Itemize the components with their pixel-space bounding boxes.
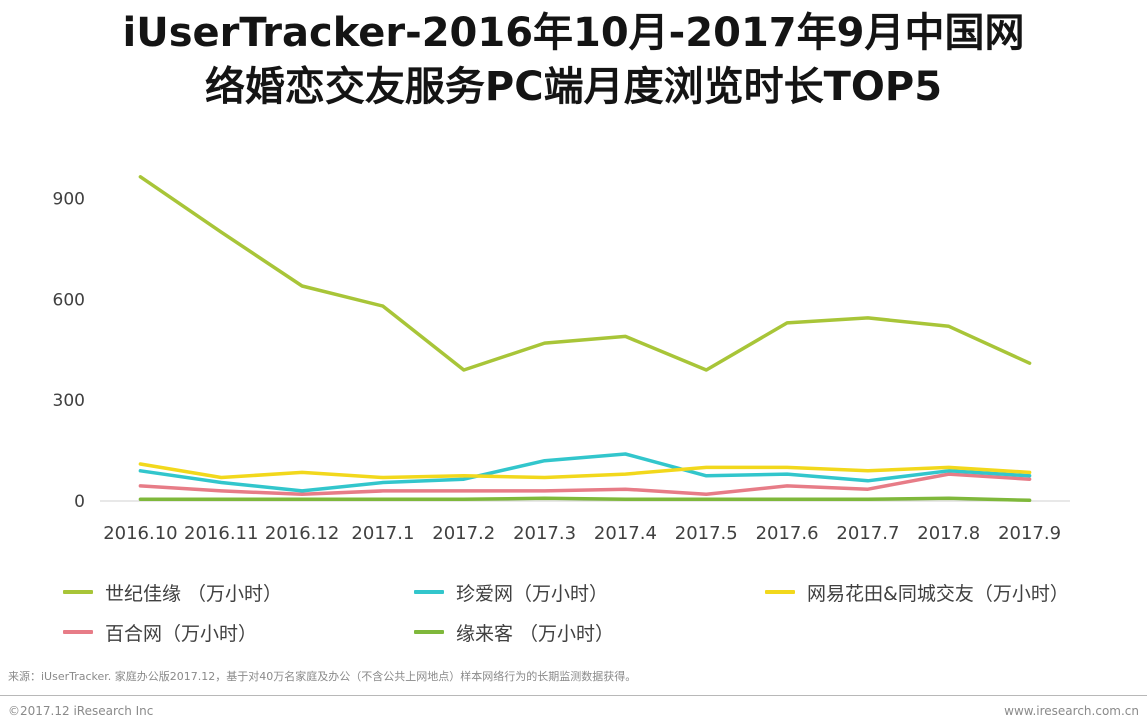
x-tick-label: 2017.7 <box>836 523 899 544</box>
series-group <box>138 175 1032 503</box>
x-tick-label: 2016.11 <box>184 523 258 544</box>
chart-title-line-2: 络婚恋交友服务PC端月度浏览时长TOP5 <box>204 64 943 110</box>
x-tick-label: 2016.12 <box>265 523 339 544</box>
legend-label-huatian: 网易花田&同城交友（万小时） <box>807 582 1069 605</box>
legend-swatch-shijijiayuan <box>63 590 93 594</box>
legend: 世纪佳缘 （万小时） 珍爱网（万小时） 网易花田&同城交友（万小时） 百合网（万… <box>0 574 1147 654</box>
legend-label-baihe: 百合网（万小时） <box>105 622 258 645</box>
series-line-4 <box>138 496 1032 503</box>
footer-divider <box>0 695 1147 696</box>
legend-label-shijijiayuan: 世纪佳缘 （万小时） <box>105 582 283 605</box>
series-line-2 <box>138 462 1032 480</box>
x-axis: 2016.10 2016.11 2016.12 2017.1 2017.2 2017.3 2… <box>103 523 1061 544</box>
y-tick-label: 300 <box>53 391 85 411</box>
legend-label-yuanlaike: 缘来客 （万小时） <box>456 622 615 645</box>
series-line-0 <box>138 175 1032 372</box>
x-tick-label: 2017.3 <box>513 523 576 544</box>
series-line-1 <box>138 452 1032 493</box>
legend-item-baihe: 百合网（万小时） <box>63 614 257 650</box>
legend-label-zhenai: 珍爱网（万小时） <box>456 582 609 605</box>
y-axis: 0 300 600 900 <box>53 190 85 512</box>
legend-item-shijijiayuan: 世纪佳缘 （万小时） <box>63 574 282 610</box>
chart-title-line-1: iUserTracker-2016年10月-2017年9月中国网 <box>122 10 1025 56</box>
chart-title: iUserTracker-2016年10月-2017年9月中国网 络婚恋交友服务… <box>0 6 1147 114</box>
x-tick-label: 2017.5 <box>675 523 738 544</box>
copyright: ©2017.12 iResearch Inc <box>8 704 154 718</box>
legend-swatch-yuanlaike <box>414 630 444 634</box>
legend-item-huatian: 网易花田&同城交友（万小时） <box>765 574 1069 610</box>
y-tick-label: 600 <box>53 290 85 310</box>
x-tick-label: 2017.9 <box>998 523 1061 544</box>
legend-item-yuanlaike: 缘来客 （万小时） <box>414 614 614 650</box>
source-note: 来源：iUserTracker. 家庭办公版2017.12，基于对40万名家庭及… <box>8 670 637 683</box>
legend-swatch-huatian <box>765 590 795 594</box>
x-tick-label: 2017.4 <box>594 523 657 544</box>
y-tick-label: 900 <box>53 190 85 210</box>
x-tick-label: 2017.2 <box>432 523 495 544</box>
x-tick-label: 2017.1 <box>351 523 414 544</box>
legend-swatch-baihe <box>63 630 93 634</box>
series-line-3 <box>138 472 1032 497</box>
x-tick-label: 2016.10 <box>103 523 177 544</box>
legend-item-zhenai: 珍爱网（万小时） <box>414 574 608 610</box>
x-tick-label: 2017.8 <box>917 523 980 544</box>
site-link[interactable]: www.iresearch.com.cn <box>1004 704 1139 718</box>
y-tick-label: 0 <box>74 492 85 512</box>
legend-swatch-zhenai <box>414 590 444 594</box>
x-tick-label: 2017.6 <box>756 523 819 544</box>
